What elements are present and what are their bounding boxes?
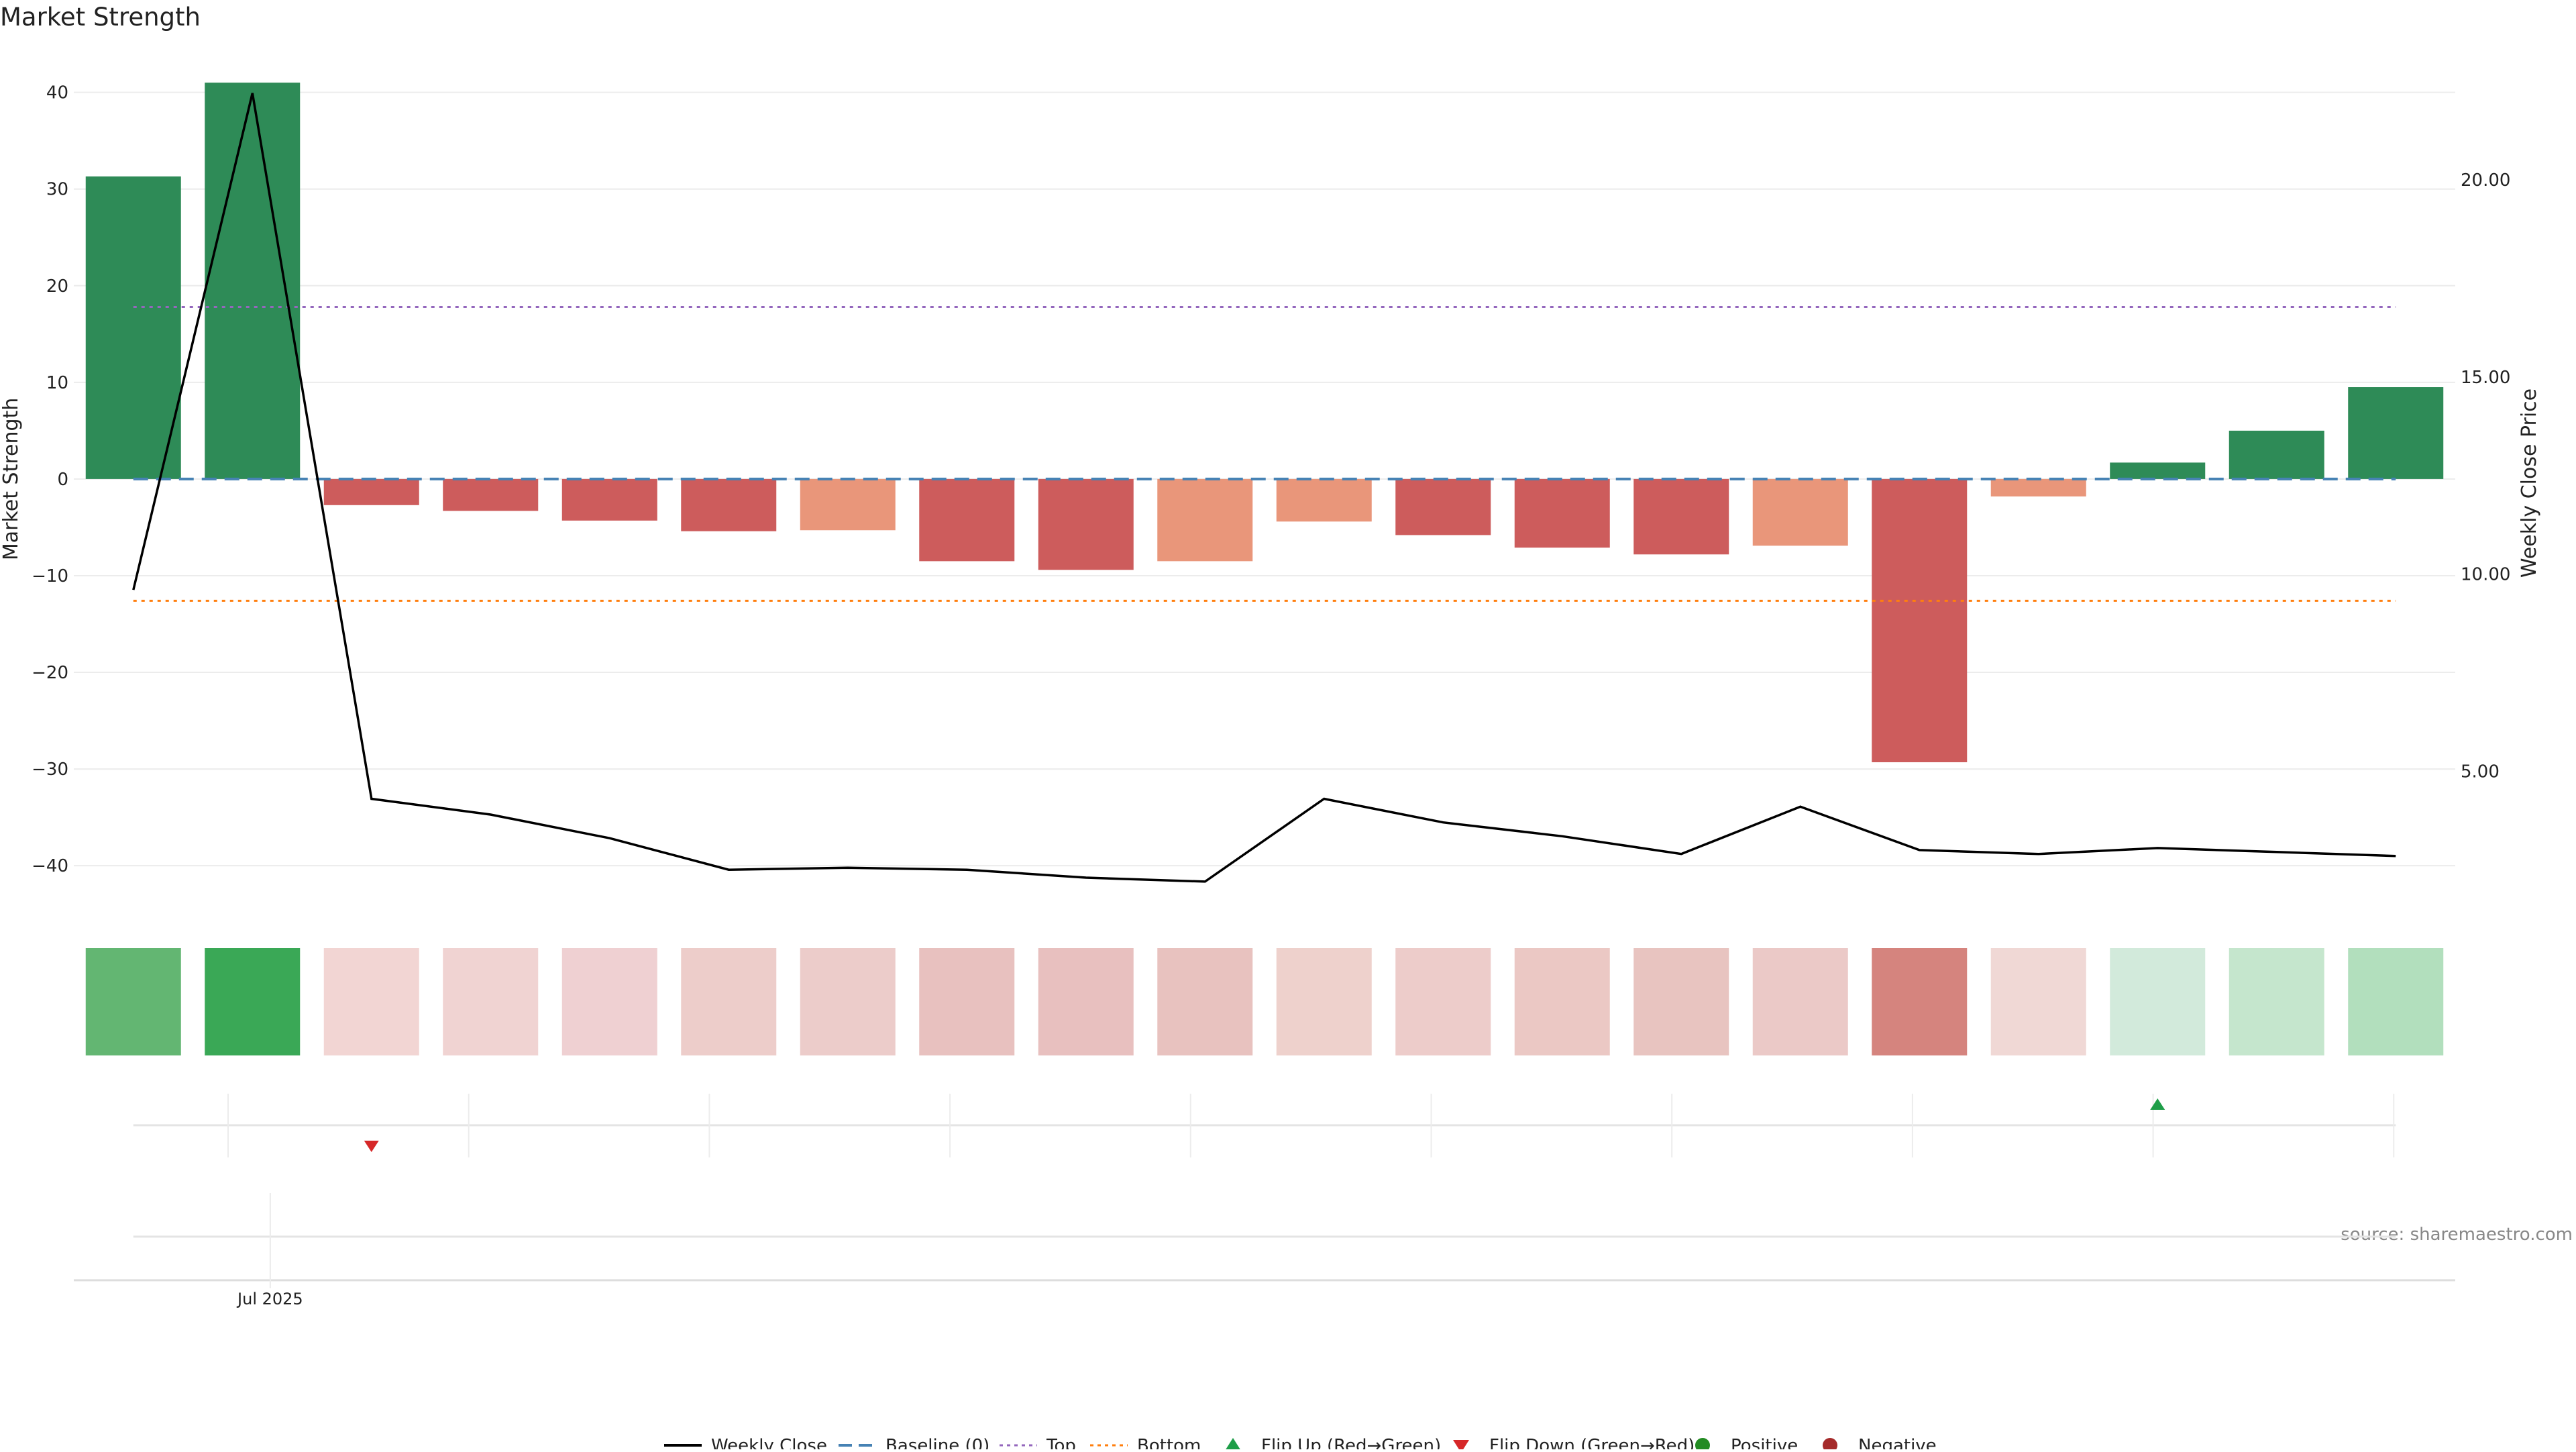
heat-strip-cell: [1633, 948, 1729, 1055]
heat-strip-cell: [443, 948, 539, 1055]
strength-bar: [1633, 478, 1729, 555]
legend-label: Flip Up (Red→Green): [1261, 1436, 1441, 1449]
strength-bar: [1514, 478, 1610, 548]
y2-tick-label: 5.00: [2461, 762, 2500, 782]
flip-up-marker: [2150, 1098, 2165, 1110]
legend-label: Top: [1046, 1436, 1076, 1449]
strength-bar: [919, 478, 1015, 562]
strength-bar: [1872, 478, 1968, 763]
heat-strip-cell: [1038, 948, 1134, 1055]
weekly-close-line: [132, 93, 2396, 883]
y-tick-label: 40: [46, 83, 68, 103]
strength-bar: [1157, 478, 1253, 562]
source-label: source: sharemaestro.com: [2341, 1225, 2573, 1245]
heat-strip-cell: [323, 948, 419, 1055]
legend-label: Baseline (0): [885, 1436, 989, 1449]
heat-strip-cell: [1514, 948, 1610, 1055]
heat-strip-cell: [1990, 948, 2086, 1055]
heat-strip-cell: [800, 948, 896, 1055]
heat-strip-cell: [1276, 948, 1372, 1055]
y-tick-label: 10: [46, 373, 68, 393]
flip-down-marker: [364, 1141, 379, 1152]
strength-bar: [85, 176, 181, 479]
strength-bar: [2110, 462, 2206, 479]
heat-strip-cell: [1395, 948, 1491, 1055]
strength-bar: [1276, 478, 1372, 522]
heat-strip-cell: [2229, 948, 2324, 1055]
y-tick-label: −10: [32, 566, 68, 586]
legend-swatch: [1453, 1440, 1469, 1452]
strength-bar: [1395, 478, 1491, 535]
heat-strip-cell: [2110, 948, 2206, 1055]
x-tick-label: Jul 2025: [236, 1290, 303, 1308]
heat-strip-cell: [1752, 948, 1848, 1055]
strength-bar: [681, 478, 777, 531]
legend-swatch: [1695, 1438, 1710, 1452]
strength-bar: [561, 478, 657, 521]
strength-bar: [323, 478, 419, 505]
strength-bar: [1990, 478, 2086, 497]
strength-bar: [205, 83, 301, 479]
legend-label: Positive: [1731, 1436, 1798, 1449]
heat-strip-cell: [681, 948, 777, 1055]
legend-swatch: [1823, 1438, 1837, 1452]
strength-bar: [2348, 387, 2444, 479]
strength-bar: [800, 478, 896, 531]
strength-bar: [1752, 478, 1848, 546]
legend-swatch: [1225, 1438, 1241, 1451]
strength-bar: [443, 478, 539, 511]
legend-label: Bottom: [1137, 1436, 1201, 1449]
y2-tick-label: 20.00: [2461, 170, 2510, 191]
legend-label: Weekly Close: [711, 1436, 827, 1449]
y2-axis-title: Weekly Close Price: [2518, 388, 2541, 578]
heat-strip-cell: [205, 948, 301, 1055]
legend-label: Negative: [1858, 1436, 1937, 1449]
heat-strip-cell: [1157, 948, 1253, 1055]
heat-strip-cell: [1872, 948, 1968, 1055]
y-tick-label: 20: [46, 276, 68, 297]
strength-bar: [1038, 478, 1134, 570]
y-tick-label: −20: [32, 663, 68, 683]
heat-strip-cell: [2348, 948, 2444, 1055]
heat-strip-cell: [561, 948, 657, 1055]
y-axis-title: Market Strength: [0, 398, 23, 560]
chart-title: Market Strength: [0, 3, 201, 32]
heat-strip-cell: [919, 948, 1015, 1055]
legend-label: Flip Down (Green→Red): [1489, 1436, 1695, 1449]
y2-tick-label: 10.00: [2461, 565, 2510, 585]
y-tick-label: 0: [57, 470, 68, 490]
strength-bar: [2229, 430, 2324, 479]
heat-strip-cell: [85, 948, 181, 1055]
y-tick-label: 30: [46, 180, 68, 200]
y2-tick-label: 15.00: [2461, 368, 2510, 388]
y-tick-label: −30: [32, 760, 68, 780]
y-tick-label: −40: [32, 856, 68, 876]
